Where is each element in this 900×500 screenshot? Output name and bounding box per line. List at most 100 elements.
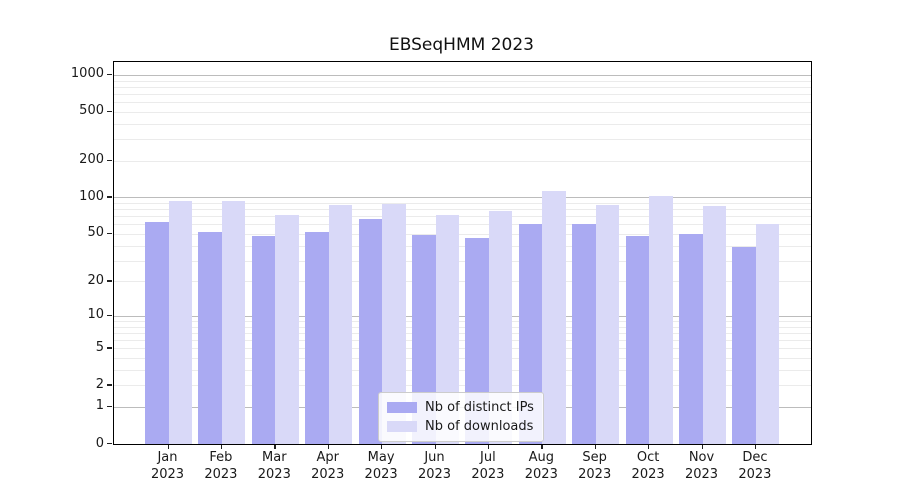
gridline-minor <box>114 281 811 283</box>
legend-label-downloads: Nb of downloads <box>425 419 534 434</box>
y-tick-label: 0 <box>95 435 104 451</box>
gridline-major <box>114 315 811 317</box>
y-tick-label: 200 <box>79 152 104 168</box>
x-tick-mark <box>167 444 169 449</box>
legend-swatch-downloads <box>387 421 417 432</box>
y-tick-label: 5 <box>95 339 104 355</box>
gridline-minor <box>114 80 811 82</box>
gridline-minor <box>114 111 811 113</box>
bar-downloads-may <box>382 204 406 444</box>
x-tick-label-feb: Feb 2023 <box>204 450 238 482</box>
y-tick-mark <box>107 196 112 198</box>
gridline-minor <box>114 203 811 205</box>
gridline-minor <box>114 245 811 247</box>
bar-downloads-feb <box>221 200 246 444</box>
bar-downloads-jan <box>168 201 192 444</box>
bar-downloads-sep <box>595 204 620 444</box>
bar-distinct-ips-nov <box>679 233 703 444</box>
legend-item-downloads: Nb of downloads <box>387 417 535 436</box>
x-tick-mark <box>541 444 543 449</box>
y-tick-label: 10 <box>87 307 104 323</box>
gridline-minor <box>114 385 811 387</box>
bar-downloads-apr <box>328 205 353 444</box>
bar-downloads-jun <box>435 214 459 444</box>
bar-distinct-ips-aug <box>518 223 543 444</box>
bar-distinct-ips-mar <box>251 236 276 444</box>
gridline-minor <box>114 340 811 342</box>
x-tick-label-dec: Dec 2023 <box>738 450 772 482</box>
gridline-major <box>114 197 811 199</box>
bar-downloads-mar <box>275 214 299 444</box>
x-tick-label-jun: Jun 2023 <box>417 450 452 482</box>
y-tick-label: 100 <box>79 188 104 204</box>
x-tick-label-may: May 2023 <box>364 450 398 482</box>
x-tick-mark <box>648 444 650 449</box>
x-tick-mark <box>381 444 383 449</box>
x-tick-mark <box>434 444 436 449</box>
y-tick-mark <box>107 347 112 349</box>
legend: Nb of distinct IPs Nb of downloads <box>378 392 544 442</box>
y-tick-mark <box>107 159 112 161</box>
bar-downloads-oct <box>649 195 673 444</box>
bar-distinct-ips-jun <box>412 235 436 444</box>
x-tick-mark <box>220 444 223 449</box>
x-tick-mark <box>274 444 276 449</box>
legend-swatch-distinct-ips <box>387 402 417 413</box>
legend-item-distinct-ips: Nb of distinct IPs <box>387 398 535 417</box>
gridline-minor <box>114 369 811 371</box>
y-tick-mark <box>107 384 112 386</box>
y-tick-mark <box>107 232 112 235</box>
chart-title: EBSeqHMM 2023 <box>389 35 534 55</box>
gridline-minor <box>114 321 811 322</box>
bar-distinct-ips-apr <box>305 231 329 444</box>
y-tick-label: 1000 <box>70 66 104 82</box>
gridline-minor <box>114 93 811 95</box>
x-tick-label-sep: Sep 2023 <box>578 450 612 482</box>
gridline-minor <box>114 139 811 141</box>
x-tick-label-oct: Oct 2023 <box>631 450 665 482</box>
gridline-minor <box>114 102 811 104</box>
gridline-minor <box>114 123 811 125</box>
y-tick-label: 2 <box>95 376 104 392</box>
bar-downloads-aug <box>542 191 566 444</box>
bar-distinct-ips-dec <box>732 246 756 444</box>
gridline-minor <box>114 160 811 162</box>
gridline-minor <box>114 358 811 360</box>
gridline-minor <box>114 332 811 334</box>
gridline-minor <box>114 233 811 235</box>
y-tick-label: 20 <box>87 272 104 288</box>
x-tick-label-jul: Jul 2023 <box>471 450 505 482</box>
bar-distinct-ips-may <box>358 219 383 444</box>
bar-distinct-ips-jan <box>145 221 169 444</box>
x-tick-mark <box>754 444 757 449</box>
gridline-minor <box>114 326 811 328</box>
bar-distinct-ips-oct <box>625 236 650 444</box>
y-tick-mark <box>107 443 112 445</box>
y-tick-mark <box>107 314 112 317</box>
gridline-minor <box>114 86 811 88</box>
y-tick-mark <box>107 405 112 408</box>
x-tick-label-jan: Jan 2023 <box>150 450 185 482</box>
legend-label-distinct-ips: Nb of distinct IPs <box>425 400 534 415</box>
gridline-minor <box>114 260 811 262</box>
x-tick-mark <box>327 444 329 449</box>
bar-downloads-dec <box>755 224 780 444</box>
x-tick-mark <box>594 444 596 449</box>
x-tick-label-mar: Mar 2023 <box>257 450 291 482</box>
x-tick-label-aug: Aug 2023 <box>524 450 558 482</box>
y-tick-mark <box>107 73 112 76</box>
plot-area <box>113 61 812 445</box>
y-tick-label: 500 <box>79 103 104 119</box>
gridline-major <box>114 74 811 76</box>
bar-distinct-ips-sep <box>572 223 596 444</box>
y-tick-label: 50 <box>87 225 104 241</box>
x-tick-label-apr: Apr 2023 <box>311 450 345 482</box>
y-tick-label: 1 <box>95 398 104 414</box>
x-tick-mark <box>487 444 490 449</box>
bar-downloads-jul <box>488 211 513 444</box>
y-tick-mark <box>107 280 112 282</box>
x-tick-label-nov: Nov 2023 <box>684 450 719 482</box>
gridline-minor <box>114 216 811 218</box>
gridline-minor <box>114 209 811 211</box>
